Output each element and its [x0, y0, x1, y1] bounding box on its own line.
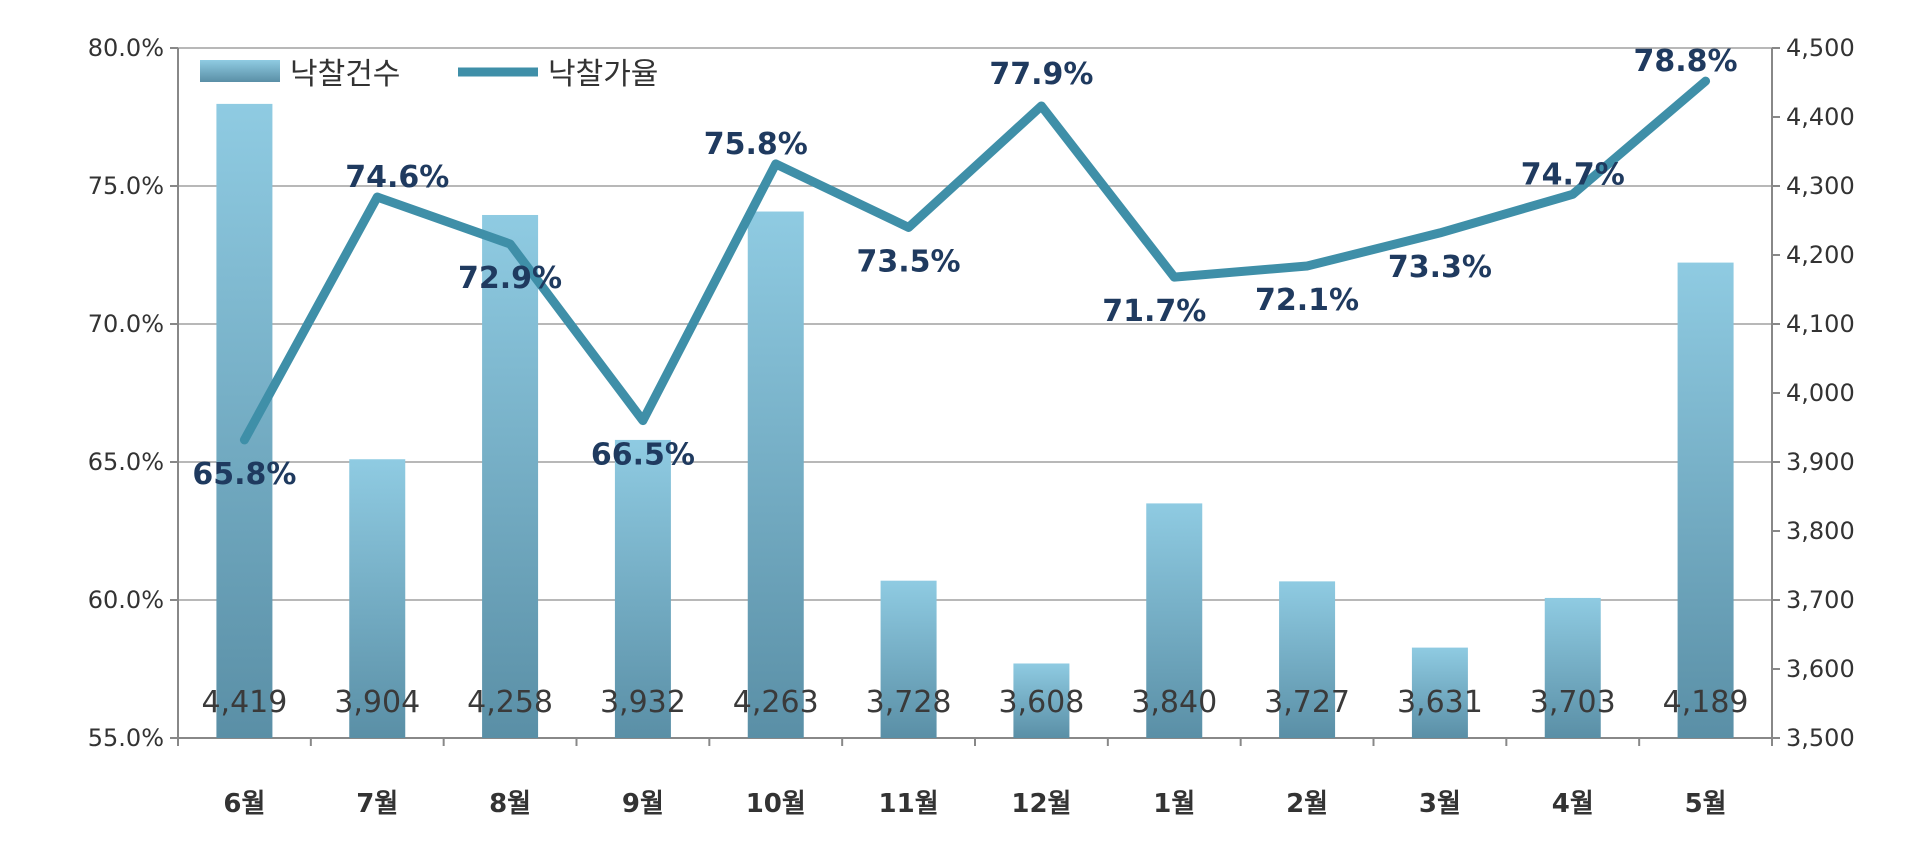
rate-value-label: 65.8%: [192, 457, 296, 492]
right-tick-label: 4,500: [1786, 34, 1855, 62]
rate-point: [374, 194, 381, 201]
bar: [482, 214, 539, 739]
right-tick-label: 4,300: [1786, 172, 1855, 200]
rate-value-label: 72.9%: [458, 261, 562, 296]
left-tick-label: 75.0%: [88, 172, 164, 200]
data-labels: 4,419 3,904 4,258 3,932 4,263 3,728 3,608 3,840…: [192, 44, 1748, 720]
rate-point: [241, 436, 248, 443]
rate-line: [239, 76, 1711, 445]
right-tick-label: 4,100: [1786, 310, 1855, 338]
right-tick-label: 3,700: [1786, 586, 1855, 614]
x-tick-label: 4월: [1552, 789, 1594, 819]
rate-value-label: 71.7%: [1102, 294, 1206, 329]
bar: [1279, 581, 1336, 738]
line-series: [239, 76, 1711, 445]
rate-point: [772, 160, 779, 167]
bar-value-label: 3,904: [334, 685, 420, 720]
left-tick-label: 65.0%: [88, 448, 164, 476]
right-tick-label: 3,900: [1786, 448, 1855, 476]
rate-point: [1304, 263, 1311, 270]
legend: 낙찰건수 낙찰가율: [200, 57, 658, 92]
bar-value-label: 3,608: [998, 685, 1084, 720]
bar-value-label: 4,263: [733, 685, 819, 720]
bar-value-label: 3,728: [866, 685, 952, 720]
bar: [880, 580, 937, 738]
right-tick-label: 3,500: [1786, 724, 1855, 752]
legend-swatch-bars: [200, 60, 280, 82]
bar: [1411, 647, 1468, 738]
rate-value-label: 74.7%: [1521, 157, 1625, 192]
bar-value-label: 4,258: [467, 685, 553, 720]
rate-point: [507, 240, 514, 247]
rate-value-label: 78.8%: [1634, 44, 1738, 79]
rate-value-label: 72.1%: [1255, 283, 1359, 318]
bar: [1146, 503, 1203, 738]
right-tick-label: 4,200: [1786, 241, 1855, 269]
bar: [614, 439, 671, 738]
rate-point: [1569, 191, 1576, 198]
bar-value-label: 3,727: [1264, 685, 1350, 720]
rate-value-label: 73.5%: [857, 244, 961, 279]
x-tick-label: 10월: [746, 789, 806, 819]
rate-point: [1038, 102, 1045, 109]
x-tick-label: 12월: [1011, 789, 1071, 819]
bar: [349, 459, 406, 738]
rate-value-label: 74.6%: [345, 160, 449, 195]
rate-point: [639, 417, 646, 424]
bar-value-label: 3,703: [1530, 685, 1616, 720]
bar-value-label: 3,840: [1131, 685, 1217, 720]
right-tick-label: 4,000: [1786, 379, 1855, 407]
right-tick-label: 4,400: [1786, 103, 1855, 131]
bar-value-label: 3,932: [600, 685, 686, 720]
bar: [216, 103, 273, 738]
rate-point: [1702, 78, 1709, 85]
x-tick-label: 9월: [622, 789, 664, 819]
x-tick-label: 2월: [1286, 789, 1328, 819]
x-tick-label: 7월: [356, 789, 398, 819]
x-tick-label: 1월: [1153, 789, 1195, 819]
x-tick-label: 11월: [879, 789, 939, 819]
right-tick-label: 3,600: [1786, 655, 1855, 683]
rate-point: [905, 224, 912, 231]
bar-series: [216, 103, 1734, 739]
x-tick-label: 8월: [489, 789, 531, 819]
left-tick-label: 80.0%: [88, 34, 164, 62]
rate-value-label: 73.3%: [1388, 250, 1492, 285]
left-tick-label: 60.0%: [88, 586, 164, 614]
bar-value-label: 4,419: [201, 685, 287, 720]
bar-value-label: 3,631: [1397, 685, 1483, 720]
bar: [1677, 262, 1734, 738]
bar: [1013, 663, 1070, 738]
left-tick-label: 55.0%: [88, 724, 164, 752]
bar: [747, 211, 804, 738]
x-tick-label: 6월: [223, 789, 265, 819]
grid-lines: [178, 47, 1772, 739]
left-tick-label: 70.0%: [88, 310, 164, 338]
rate-point: [1436, 229, 1443, 236]
x-tick-label: 5월: [1685, 789, 1727, 819]
legend-label-bars: 낙찰건수: [290, 57, 400, 92]
rate-value-label: 75.8%: [704, 127, 808, 162]
x-tick-label: 3월: [1419, 789, 1461, 819]
right-tick-label: 3,800: [1786, 517, 1855, 545]
rate-value-label: 77.9%: [989, 57, 1093, 92]
rate-value-label: 66.5%: [591, 438, 695, 473]
axes: 55.0% 60.0% 65.0% 70.0% 75.0% 80.0% 3,500 3,600…: [88, 34, 1855, 819]
rate-point: [1171, 274, 1178, 281]
legend-label-line: 낙찰가율: [548, 57, 658, 92]
bar-value-label: 4,189: [1663, 685, 1749, 720]
bar: [1544, 597, 1601, 738]
